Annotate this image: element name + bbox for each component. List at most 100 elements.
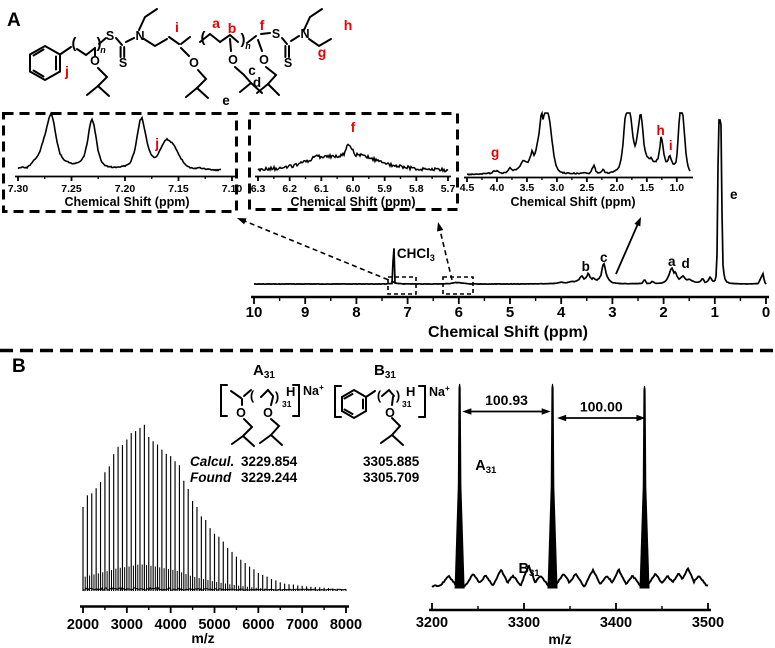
- bond: [292, 384, 300, 417]
- a31-peak-label: A31: [475, 458, 497, 476]
- paren-label: (: [201, 29, 206, 46]
- bond: [391, 434, 404, 446]
- bond: [365, 390, 376, 398]
- x-tick-label: 2000: [67, 617, 99, 633]
- paren-label: ): [97, 35, 102, 52]
- x-tick-label: 7.25: [61, 183, 82, 195]
- atom-label-O: O: [236, 406, 246, 420]
- arrowhead: [557, 414, 567, 422]
- bond: [59, 46, 72, 56]
- x-tick-label: 7: [403, 304, 411, 321]
- panel-a-letter: A: [7, 10, 21, 31]
- x-tick-label: 6000: [242, 617, 274, 633]
- bond: [257, 39, 263, 52]
- repeat-count: 31: [402, 399, 412, 409]
- x-tick-label: 8000: [330, 617, 362, 633]
- bond: [185, 87, 198, 98]
- inset_right-trace: [466, 110, 691, 176]
- assignment-label-h: h: [344, 17, 353, 33]
- bond: [270, 434, 283, 446]
- bond: [270, 396, 274, 406]
- paren-label: n: [245, 41, 251, 51]
- bond: [260, 32, 271, 35]
- bond: [242, 435, 255, 447]
- peak-label-e: e: [730, 187, 738, 202]
- peak-label-h: h: [657, 123, 665, 138]
- atom-label-O: O: [385, 406, 395, 420]
- aromatic-inset-box: [2, 112, 238, 213]
- bond: [418, 385, 426, 418]
- peak-label-CHCl: CHCl3: [397, 246, 435, 263]
- assignment-label-i: i: [175, 19, 179, 35]
- bond: [32, 69, 45, 78]
- x-tick-label: 3500: [692, 615, 724, 631]
- sodium-cation: Na+: [429, 384, 450, 399]
- x-tick-label: 2: [659, 304, 667, 321]
- b31-peak-label: B31: [518, 561, 540, 579]
- maldi-full-chart: 2000 3000 4000 5000 6000 7000 8000 m/z: [67, 424, 362, 646]
- bond: [115, 37, 123, 46]
- bond: [270, 418, 281, 436]
- b31-found-mass: 3305.709: [363, 470, 420, 485]
- bond: [246, 35, 257, 44]
- upfield-inset-chart: 4.5 4.0 3.5 3.0 2.5 2.0 1.5 1.0 Chemical Shift (…: [460, 110, 693, 209]
- calculated-label: Calcul.: [190, 454, 235, 469]
- bond: [125, 37, 135, 43]
- olefinic-inset-box: [248, 112, 459, 211]
- paren-label: (: [250, 388, 255, 403]
- bond: [76, 47, 96, 57]
- x-axis-title: Chemical Shift (ppm): [64, 195, 189, 209]
- x-tick-label: 6.2: [282, 183, 297, 195]
- bond: [381, 388, 395, 397]
- assignment-label-f: f: [260, 17, 265, 33]
- assignment-label-a: a: [212, 15, 220, 31]
- x-tick-label: 8: [352, 304, 360, 321]
- end-group-h: H: [406, 384, 415, 399]
- b31-calculated-mass: 3305.885: [363, 454, 420, 469]
- x-tick-label: 3300: [508, 615, 540, 631]
- paren-label: (: [72, 35, 77, 52]
- a31-structure-title: A31: [253, 362, 275, 381]
- mass-difference-label: 100.93: [485, 392, 528, 408]
- bond: [138, 8, 158, 31]
- sodium-cation: Na+: [303, 383, 324, 398]
- connector-solid-right: [615, 222, 640, 275]
- bond: [267, 83, 280, 96]
- x-axis-title: Chemical Shift (ppm): [428, 324, 588, 341]
- peak-label-g: g: [491, 145, 499, 160]
- paren-label: (: [377, 388, 382, 403]
- x-tick-label: 5: [506, 304, 514, 321]
- assignment-label-d: d: [253, 75, 261, 90]
- x-tick-label: 1.0: [670, 182, 685, 194]
- bond: [199, 32, 239, 44]
- x-tick-label: 10: [246, 304, 263, 321]
- ms-main-peak: [547, 383, 558, 589]
- bond: [98, 37, 107, 45]
- bond: [259, 434, 272, 444]
- aromatic-inset-chart: 7.30 7.25 7.20 7.15 7.10 Chemical Shift (ppm)…: [8, 111, 242, 209]
- bond: [380, 434, 393, 444]
- bond: [229, 38, 232, 52]
- atom-label-N: N: [300, 27, 309, 41]
- x-tick-label: 6.3: [251, 183, 266, 195]
- bond: [242, 418, 254, 437]
- peak-label-d: d: [681, 256, 689, 271]
- x-axis-title: m/z: [191, 630, 214, 646]
- assignment-label-j: j: [64, 63, 69, 79]
- paren-label: ): [396, 388, 400, 403]
- x-tick-label: 7.30: [8, 183, 29, 195]
- x-axis-title: Chemical Shift (ppm): [510, 195, 635, 209]
- peak-label-j: j: [154, 136, 159, 151]
- arrowhead: [636, 414, 646, 422]
- bond: [260, 388, 274, 398]
- assignment-label-c: c: [248, 63, 256, 78]
- bond: [97, 85, 110, 97]
- bond: [290, 35, 300, 42]
- x-tick-label: 2.5: [580, 182, 595, 194]
- x-tick-label: 3200: [416, 615, 448, 631]
- bond: [234, 66, 252, 84]
- bond: [265, 66, 278, 85]
